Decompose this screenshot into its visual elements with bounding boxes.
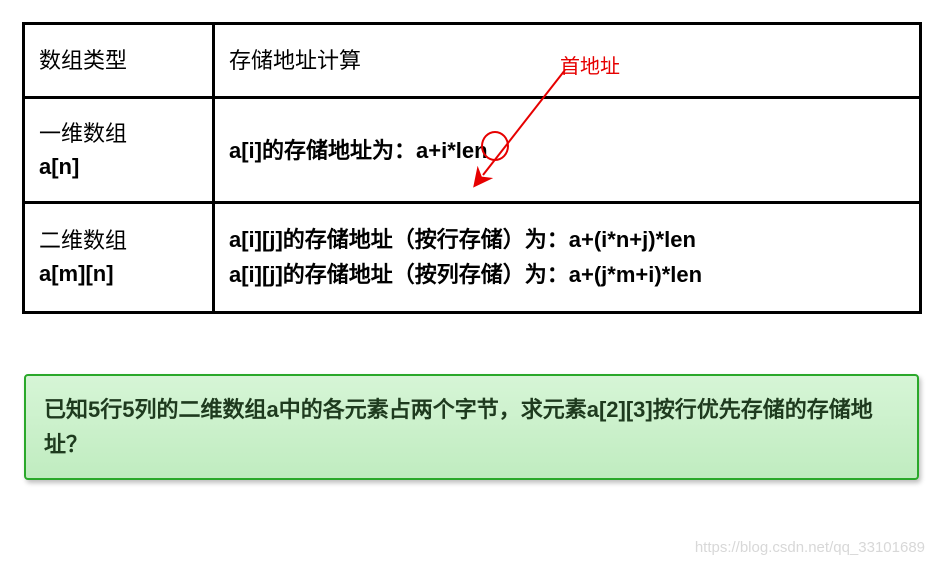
header-left: 数组类型 [24,24,214,98]
row-2d-line1: a[i][j]的存储地址（按行存储）为：a+(i*n+j)*len [229,222,905,257]
row-1d: 一维数组 a[n] a[i]的存储地址为：a+i*len [24,98,921,203]
row-1d-left-line1: 一维数组 [39,121,127,146]
row-1d-formula: a+i*len [416,138,488,163]
row-1d-prefix: a[i]的存储地址为： [229,138,416,163]
row-2d: 二维数组 a[m][n] a[i][j]的存储地址（按行存储）为：a+(i*n+… [24,203,921,312]
row-2d-line2-prefix: a[i][j]的存储地址（按列存储）为： [229,262,569,287]
watermark: https://blog.csdn.net/qq_33101689 [695,539,925,556]
question-text: 已知5行5列的二维数组a中的各元素占两个字节，求元素a[2][3]按行优先存储的… [44,397,873,457]
annotation-label: 首地址 [560,50,620,79]
row-2d-right: a[i][j]的存储地址（按行存储）为：a+(i*n+j)*len a[i][j… [214,203,921,312]
row-1d-left-line2: a[n] [39,154,79,179]
row-1d-left: 一维数组 a[n] [24,98,214,203]
row-2d-left-line2: a[m][n] [39,261,114,286]
row-1d-formula-line: a[i]的存储地址为：a+i*len [229,133,905,168]
question-box: 已知5行5列的二维数组a中的各元素占两个字节，求元素a[2][3]按行优先存储的… [24,374,919,480]
row-2d-line1-prefix: a[i][j]的存储地址（按行存储）为： [229,227,569,252]
address-table: 数组类型 存储地址计算 一维数组 a[n] a[i]的存储地址为：a+i*len… [22,22,922,314]
row-2d-line2-formula: a+(j*m+i)*len [569,262,702,287]
row-2d-left-line1: 二维数组 [39,228,127,253]
row-2d-line1-formula: a+(i*n+j)*len [569,227,696,252]
row-2d-line2: a[i][j]的存储地址（按列存储）为：a+(j*m+i)*len [229,257,905,292]
row-1d-right: a[i]的存储地址为：a+i*len [214,98,921,203]
table-header-row: 数组类型 存储地址计算 [24,24,921,98]
row-2d-left: 二维数组 a[m][n] [24,203,214,312]
